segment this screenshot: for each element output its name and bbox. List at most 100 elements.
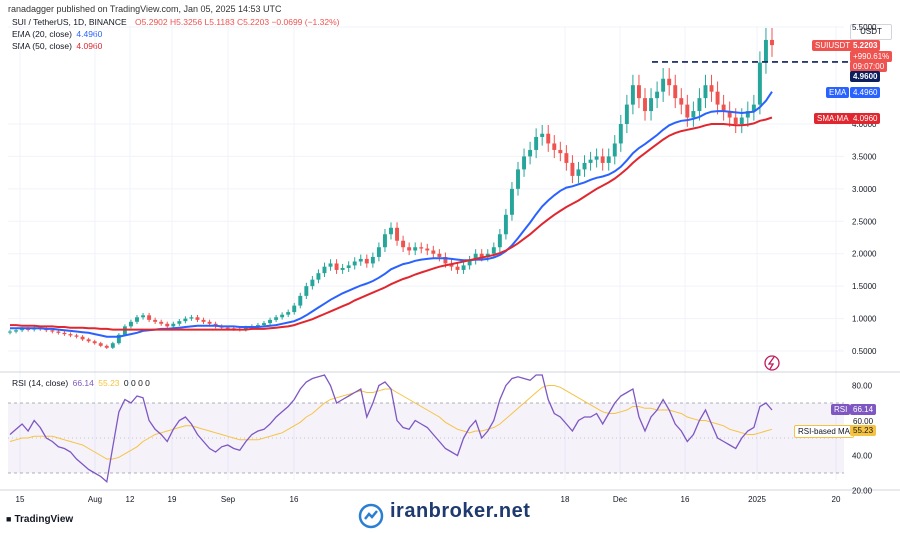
ema-tag-label: EMA xyxy=(826,87,850,98)
legend-ema-label: EMA (20, close) xyxy=(12,29,72,39)
candle-body xyxy=(255,325,260,327)
candle-body xyxy=(661,78,666,92)
rsi-tick-label: 20.00 xyxy=(852,487,873,496)
level-tag: 4.9600 xyxy=(850,71,881,82)
candle-body xyxy=(667,78,672,86)
candle-body xyxy=(636,85,641,99)
price-tick-label: 1.0000 xyxy=(852,315,877,324)
time-tick-label: 16 xyxy=(681,495,690,504)
candle-body xyxy=(135,317,139,322)
candle-body xyxy=(425,248,430,251)
rsi-extra: 0 0 0 0 xyxy=(123,378,150,388)
candle-body xyxy=(516,169,520,189)
price-tick-label: 2.5000 xyxy=(852,217,877,226)
candle-body xyxy=(340,267,345,270)
legend-symbol-row: SUI / TetherUS, 1D, BINANCE O5.2902 H5.3… xyxy=(12,17,340,27)
candle-body xyxy=(395,227,400,241)
candle-body xyxy=(624,104,629,124)
candle-body xyxy=(733,117,738,124)
candle-body xyxy=(594,156,599,160)
candle-body xyxy=(116,334,121,344)
candle-body xyxy=(443,256,448,264)
candle-body xyxy=(207,321,212,324)
candle-body xyxy=(80,336,85,340)
time-tick-label: 15 xyxy=(16,495,25,504)
candle-body xyxy=(612,143,617,157)
time-tick-label: 12 xyxy=(126,495,135,504)
legend-sma-row: SMA (50, close) 4.0960 xyxy=(12,41,102,51)
candle-body xyxy=(751,104,756,112)
candle-body xyxy=(479,253,484,257)
candle-body xyxy=(461,265,466,270)
price-tick-label: 3.0000 xyxy=(852,185,877,194)
candle-body xyxy=(473,253,478,261)
time-tick-label: 19 xyxy=(168,495,177,504)
tradingview-logo[interactable]: ■ TradingView xyxy=(6,514,73,525)
candle-body xyxy=(509,188,514,215)
tv-logo-mark: ■ xyxy=(6,514,12,524)
candle-body xyxy=(558,149,563,154)
candle-body xyxy=(697,98,702,112)
watermark-text: iranbroker.net xyxy=(390,500,531,522)
price-tick-label: 2.0000 xyxy=(852,250,877,259)
countdown-tag: 09:07:00 xyxy=(850,61,888,72)
candle-body xyxy=(153,319,158,322)
candle-body xyxy=(195,317,200,320)
legend-sma-value: 4.0960 xyxy=(76,41,103,51)
candle-body xyxy=(709,85,714,92)
rsi-sixty-label: 60.00 xyxy=(850,416,877,427)
candle-body xyxy=(201,319,206,322)
alert-icon[interactable] xyxy=(764,355,780,371)
candle-body xyxy=(413,247,418,251)
candle-body xyxy=(455,266,460,270)
candle-body xyxy=(576,169,581,176)
candle-body xyxy=(304,286,309,296)
time-tick-label: 20 xyxy=(832,495,841,504)
candle-body xyxy=(419,247,424,249)
candle-body xyxy=(98,343,103,346)
rsi-line xyxy=(9,374,773,484)
candle-body xyxy=(183,318,188,322)
ema-tag-value: 4.4960 xyxy=(850,87,881,98)
time-axis: 15 Aug 12 19 Sep 16 18 Dec 16 2025 20 xyxy=(16,495,841,504)
candle-body xyxy=(382,234,387,248)
rsi-label: RSI (14, close) xyxy=(12,378,69,388)
candle-body xyxy=(20,328,25,331)
tv-logo-text: TradingView xyxy=(14,514,74,525)
time-tick-label: Sep xyxy=(221,495,236,504)
ema-line xyxy=(10,91,773,338)
candle-body xyxy=(407,247,412,251)
candle-body xyxy=(68,334,73,336)
candle-body xyxy=(376,247,381,257)
candle-body xyxy=(346,265,351,268)
watermark-icon xyxy=(358,503,384,529)
candle-body xyxy=(292,305,297,313)
candle-body xyxy=(128,321,133,327)
candle-body xyxy=(110,343,115,348)
legend-ema-row: EMA (20, close) 4.4960 xyxy=(12,29,102,39)
rsi-tag-value: 66.14 xyxy=(850,404,877,415)
candle-body xyxy=(159,321,164,324)
candle-body xyxy=(352,261,357,266)
candles xyxy=(8,27,774,350)
candle-body xyxy=(165,323,170,327)
candle-body xyxy=(437,253,442,257)
candle-body xyxy=(389,227,393,235)
candle-body xyxy=(685,104,690,118)
candle-body xyxy=(727,111,732,118)
candle-body xyxy=(643,98,647,112)
candle-body xyxy=(691,111,696,118)
time-tick-label: Dec xyxy=(613,495,627,504)
candle-body xyxy=(14,330,19,332)
legend-sma-label: SMA (50, close) xyxy=(12,41,72,51)
candle-body xyxy=(104,345,109,348)
candle-body xyxy=(225,327,230,329)
currency-button[interactable]: USDT xyxy=(850,24,892,40)
candle-body xyxy=(334,263,339,270)
candle-body xyxy=(322,266,327,274)
time-tick-label: 2025 xyxy=(748,495,766,504)
candle-body xyxy=(630,85,635,105)
candle-body xyxy=(147,315,152,320)
